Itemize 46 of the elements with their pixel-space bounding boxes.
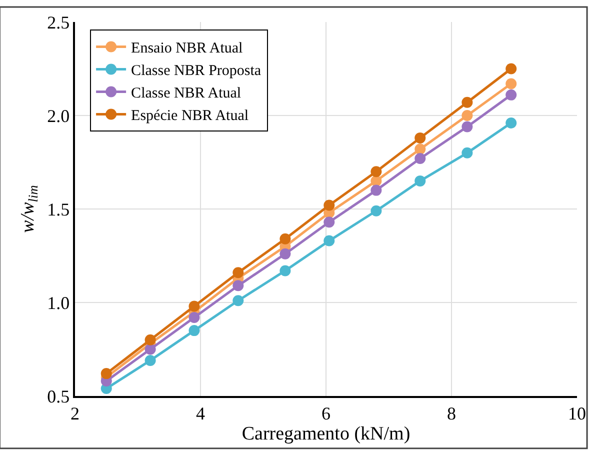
point [462, 121, 473, 132]
x-axis-title: Carregamento (kN/m) [242, 423, 410, 444]
x-tick-label: 6 [322, 403, 330, 424]
x-tick-label: 8 [447, 403, 456, 424]
y-tick-label: 2.0 [47, 106, 70, 126]
y-tick-label: 2.5 [47, 12, 70, 32]
point [462, 96, 473, 108]
point [100, 368, 112, 380]
legend-label: Classe NBR Proposta [131, 63, 262, 80]
point [324, 216, 335, 228]
point [144, 344, 156, 355]
x-tick-label: 10 [568, 403, 586, 424]
point [462, 110, 473, 121]
legend-label: Classe NBR Atual [131, 86, 242, 102]
point [370, 184, 382, 196]
y-tick-label: 1.0 [47, 292, 70, 313]
point [280, 233, 291, 244]
point [462, 147, 473, 158]
y-tick-label: 0.5 [47, 386, 70, 406]
point [232, 280, 244, 292]
point [506, 89, 517, 100]
point [324, 235, 335, 246]
point [506, 78, 517, 90]
x-tick-label: 4 [196, 403, 205, 424]
point [370, 166, 382, 178]
legend-label: Ensaio NBR Atual [131, 40, 243, 57]
point [414, 144, 426, 155]
point [506, 63, 517, 74]
point [280, 265, 291, 276]
point [414, 153, 426, 164]
point [144, 354, 156, 366]
point [144, 334, 156, 346]
point [232, 295, 244, 306]
point [414, 175, 426, 186]
point [414, 132, 426, 144]
point [188, 300, 200, 312]
point [188, 325, 200, 336]
point [506, 117, 517, 128]
point [370, 205, 382, 216]
point [232, 267, 244, 278]
x-tick-label: 2 [70, 403, 80, 424]
legend-label: Espécie NBR Atual [131, 108, 249, 124]
y-tick-label: 1.5 [47, 199, 70, 220]
point [188, 312, 200, 323]
point [324, 200, 335, 211]
point [280, 248, 291, 260]
